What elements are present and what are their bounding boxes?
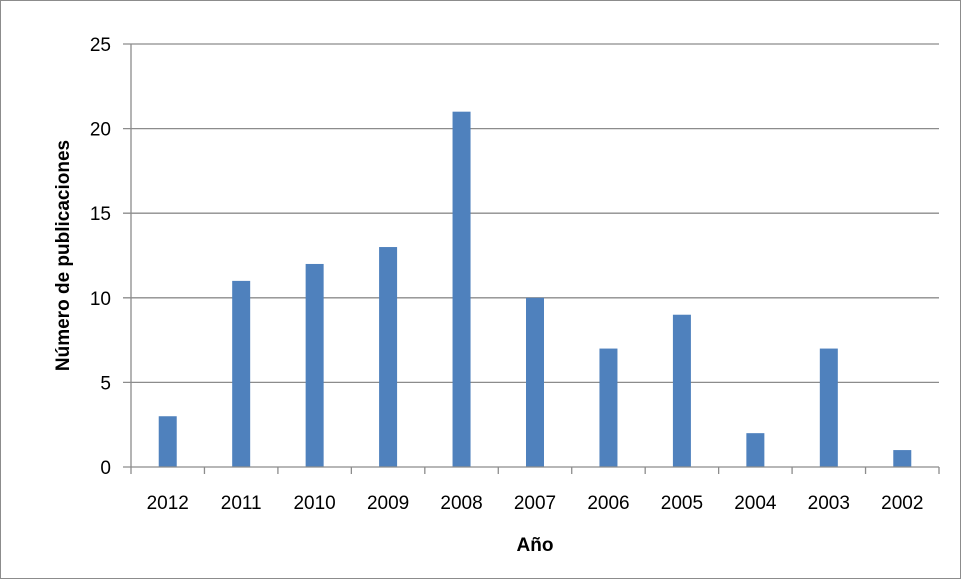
x-tick-label: 2009 xyxy=(367,493,409,514)
axes xyxy=(123,44,940,474)
x-tick-label: 2002 xyxy=(881,493,923,514)
y-tick-label: 25 xyxy=(90,35,111,56)
x-tick-labels: 2012 2011 2010 2009 2008 2007 2006 2005 2004 2003… xyxy=(147,493,924,514)
bar-2007 xyxy=(526,297,544,467)
y-tick-labels: 0 5 10 15 20 25 xyxy=(90,35,111,479)
x-tick-label: 2011 xyxy=(221,493,262,514)
bar-2010 xyxy=(305,263,324,467)
x-tick-label: 2003 xyxy=(808,493,850,514)
x-tick-label: 2007 xyxy=(514,493,556,514)
y-tick-label: 10 xyxy=(90,289,111,310)
bars xyxy=(158,111,912,468)
bar-2011 xyxy=(232,280,251,467)
y-tick-label: 15 xyxy=(90,204,111,225)
x-axis-title: Año xyxy=(517,535,554,556)
y-tick-label: 5 xyxy=(100,373,111,394)
gridlines xyxy=(123,43,939,384)
x-tick-label: 2012 xyxy=(147,493,189,514)
x-tick-label: 2004 xyxy=(734,493,777,514)
bar-2003 xyxy=(819,348,838,467)
bar-2002 xyxy=(893,450,912,467)
bar-2009 xyxy=(379,247,398,467)
x-tick-label: 2010 xyxy=(293,493,335,514)
x-tick-label: 2005 xyxy=(661,493,703,514)
y-axis-title: Número de publicaciones xyxy=(53,140,74,371)
bar-2006 xyxy=(599,348,618,467)
bar-2012 xyxy=(158,416,177,467)
y-tick-label: 0 xyxy=(100,458,111,479)
bar-2005 xyxy=(672,314,691,467)
bar-2004 xyxy=(746,433,765,467)
x-tick-label: 2008 xyxy=(440,493,482,514)
y-tick-label: 20 xyxy=(90,120,111,141)
bar-2008 xyxy=(452,111,471,468)
x-tick-label: 2006 xyxy=(587,493,629,514)
